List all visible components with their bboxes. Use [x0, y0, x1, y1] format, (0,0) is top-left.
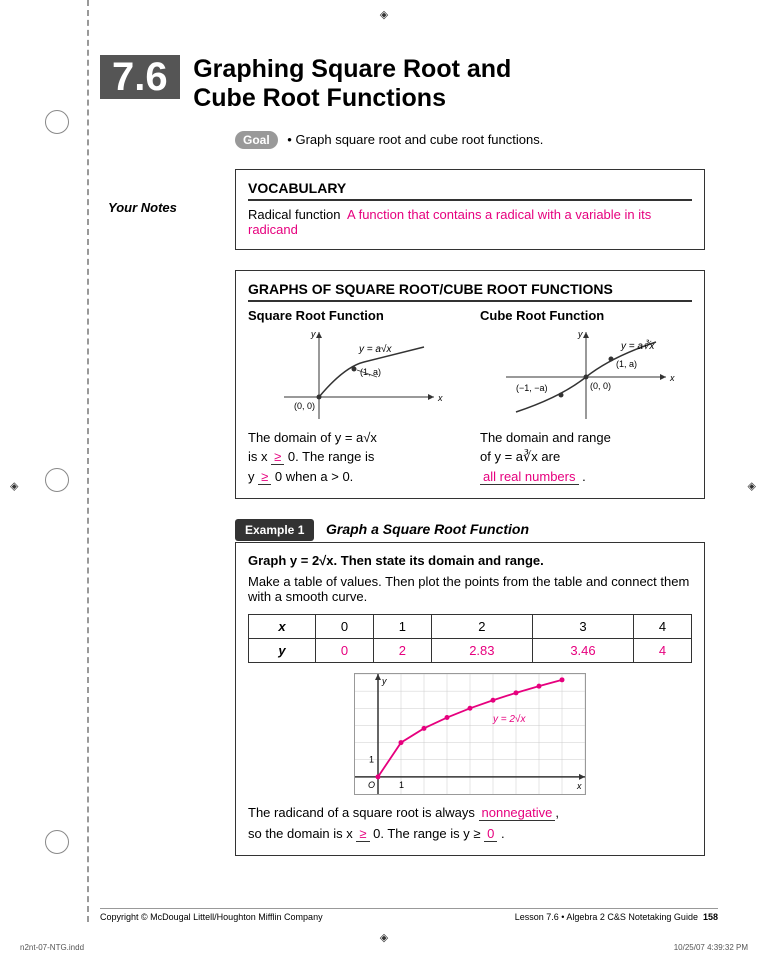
cube-root-column: Cube Root Function x y: [480, 308, 692, 487]
table-cell: 2: [431, 615, 532, 639]
cb-text: The domain and range of y = a∛x are all …: [480, 428, 692, 487]
title-line: Cube Root Functions: [193, 84, 446, 112]
answer-zero: 0: [484, 826, 497, 842]
goal-badge: Goal: [235, 131, 278, 149]
square-root-column: Square Root Function x y y =: [248, 308, 460, 487]
table-cell: 4: [634, 615, 692, 639]
table-cell: 3: [532, 615, 633, 639]
vocab-entry: Radical function A function that contain…: [248, 207, 692, 237]
binder-hole: [45, 110, 69, 134]
example-title: Graph a Square Root Function: [326, 521, 529, 537]
binder-hole: [45, 830, 69, 854]
copyright: Copyright © McDougal Littell/Houghton Mi…: [100, 912, 323, 922]
table-cell: 1: [373, 615, 431, 639]
svg-text:(−1, −a): (−1, −a): [516, 383, 548, 393]
title-line: Graphing Square Root and: [193, 55, 511, 83]
svg-text:y = a∛x: y = a∛x: [620, 339, 655, 352]
example-header-row: Example 1 Graph a Square Root Function: [235, 519, 705, 541]
section-number: 7.6: [100, 55, 180, 99]
cbrt-mini-graph: x y y = a∛x (1, a) (−1, −a) (0, 0): [496, 327, 676, 422]
print-slug: n2nt-07-NTG.indd 10/25/07 4:39:32 PM: [20, 943, 748, 952]
table-xlabel: x: [249, 615, 316, 639]
table-fill: 2: [373, 639, 431, 663]
example-instructions: Make a table of values. Then plot the po…: [248, 574, 692, 604]
svg-text:x: x: [576, 781, 582, 791]
page-title: Graphing Square Root and Cube Root Funct…: [193, 55, 511, 113]
svg-text:1: 1: [369, 755, 374, 765]
page-content: 7.6 Graphing Square Root and Cube Root F…: [100, 55, 730, 857]
example-box: Graph y = 2√x. Then state its domain and…: [235, 542, 705, 856]
svg-text:(0, 0): (0, 0): [294, 401, 315, 411]
vocab-term: Radical function: [248, 207, 341, 222]
example-conclusion: The radicand of a square root is always …: [248, 803, 692, 845]
svg-text:y: y: [310, 329, 316, 339]
cb-head: Cube Root Function: [480, 308, 692, 323]
graphs-box: GRAPHS OF SQUARE ROOT/CUBE ROOT FUNCTION…: [235, 270, 705, 500]
cb-answer: all real numbers: [480, 469, 579, 485]
crop-mark-icon: ◈: [380, 8, 388, 21]
vocabulary-box: VOCABULARY Radical function A function t…: [235, 169, 705, 250]
slug-file: n2nt-07-NTG.indd: [20, 943, 84, 952]
page-footer: Copyright © McDougal Littell/Houghton Mi…: [100, 908, 718, 922]
example-question: Graph y = 2√x. Then state its domain and…: [248, 553, 692, 568]
graphs-heading: GRAPHS OF SQUARE ROOT/CUBE ROOT FUNCTION…: [248, 281, 692, 302]
values-table: x 0 1 2 3 4 y 0 2 2.83 3.46 4: [248, 614, 692, 663]
sqrt-mini-graph: x y y = a√x (1, a) (0, 0): [264, 327, 444, 422]
answer-nonnegative: nonnegative: [479, 805, 556, 821]
goal-row: Goal • Graph square root and cube root f…: [235, 131, 730, 149]
svg-text:1: 1: [399, 780, 404, 790]
table-ylabel: y: [249, 639, 316, 663]
table-fill: 2.83: [431, 639, 532, 663]
lesson-ref: Lesson 7.6 • Algebra 2 C&S Notetaking Gu…: [515, 912, 718, 922]
crop-mark-icon: ◈: [10, 480, 18, 493]
svg-text:x: x: [437, 393, 443, 403]
sq-text: The domain of y = a√x is x ≥ 0. The rang…: [248, 428, 460, 487]
sq-head: Square Root Function: [248, 308, 460, 323]
table-fill: 3.46: [532, 639, 633, 663]
table-fill: 4: [634, 639, 692, 663]
example-tab: Example 1: [235, 519, 314, 541]
svg-text:(1, a): (1, a): [616, 359, 637, 369]
svg-text:y = 2√x: y = 2√x: [492, 713, 526, 725]
svg-text:O: O: [368, 780, 375, 790]
table-cell: 0: [316, 615, 374, 639]
svg-text:y: y: [577, 329, 583, 339]
eq-label: y = a√x: [358, 343, 392, 355]
vocab-heading: VOCABULARY: [248, 180, 692, 201]
binder-perforation-line: [87, 0, 89, 922]
crop-mark-icon: ◈: [748, 480, 756, 493]
example-chart: y x O 1 1 y = 2√x: [354, 673, 586, 795]
your-notes-label: Your Notes: [108, 200, 177, 215]
binder-hole: [45, 468, 69, 492]
svg-text:(0, 0): (0, 0): [590, 381, 611, 391]
goal-text: • Graph square root and cube root functi…: [287, 132, 543, 147]
table-fill: 0: [316, 639, 374, 663]
slug-date: 10/25/07 4:39:32 PM: [674, 943, 748, 952]
svg-text:x: x: [669, 373, 675, 383]
svg-text:y: y: [381, 676, 387, 686]
